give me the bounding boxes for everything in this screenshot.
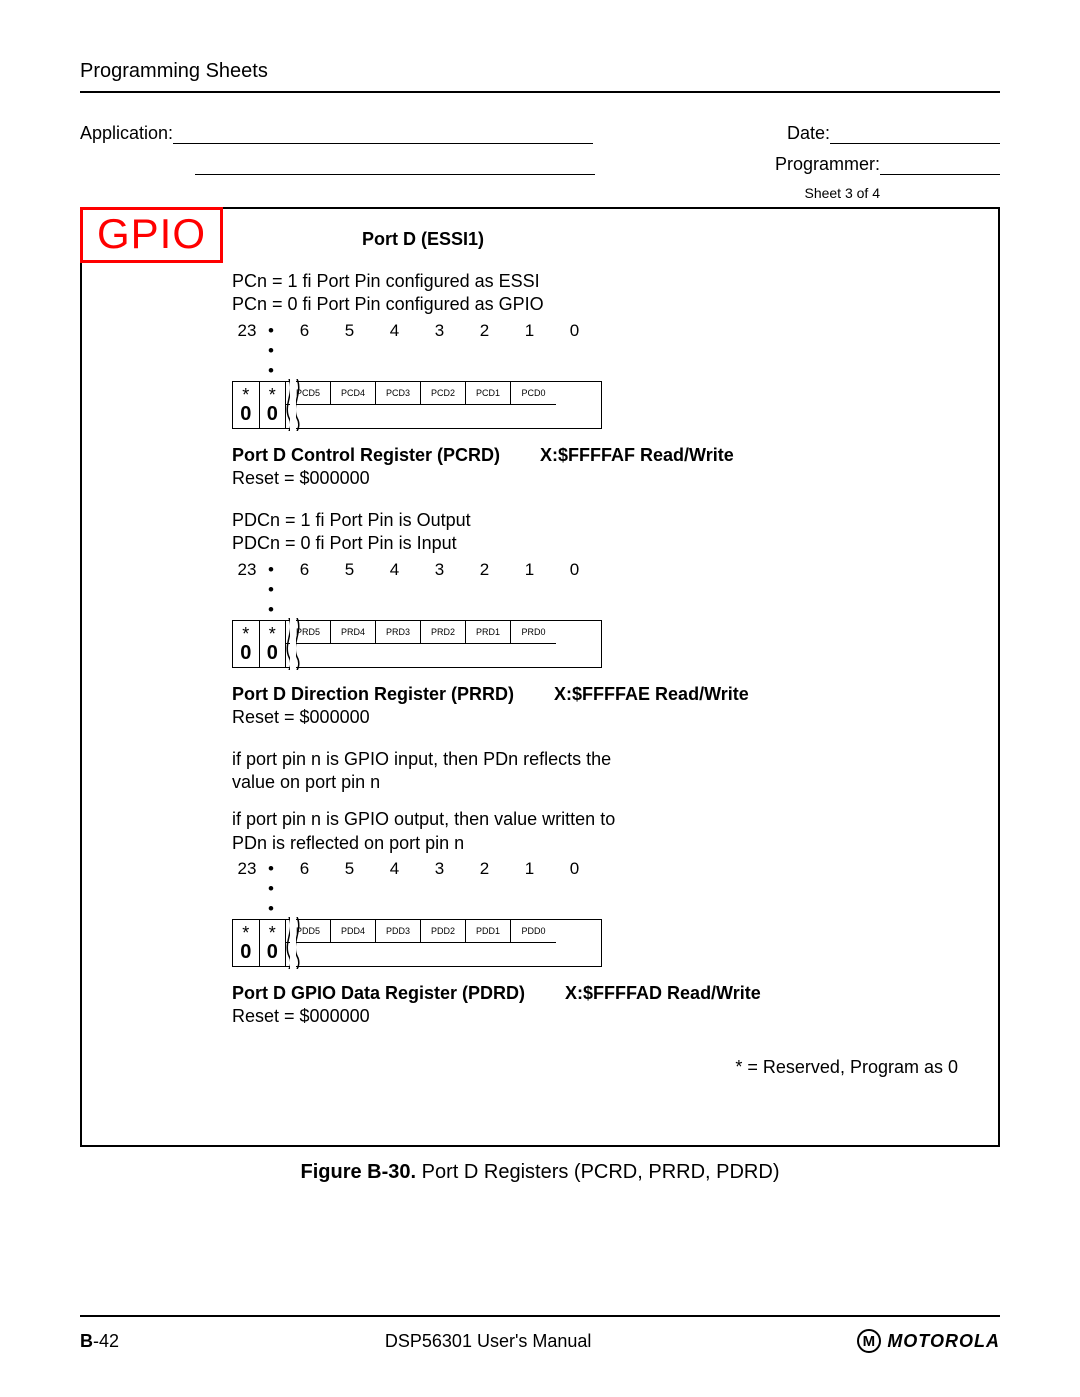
bit-cell: PDD5 bbox=[286, 920, 331, 943]
footer-page-num: -42 bbox=[93, 1331, 119, 1351]
application-line bbox=[173, 143, 593, 144]
bit-cell: PRD0 bbox=[511, 621, 556, 644]
programmer-label: Programmer: bbox=[775, 154, 880, 175]
date-line bbox=[830, 143, 1000, 144]
motorola-text: MOTOROLA bbox=[887, 1331, 1000, 1352]
programmer-line bbox=[880, 174, 1000, 175]
page-footer: B-42 DSP56301 User's Manual M MOTOROLA bbox=[80, 1315, 1000, 1353]
bit-cell: PCD3 bbox=[376, 382, 421, 405]
bit-cell: PRD4 bbox=[331, 621, 376, 644]
form-row-2: Programmer: bbox=[80, 154, 1000, 175]
header-rule bbox=[80, 91, 1000, 93]
bit-cell: PCD1 bbox=[466, 382, 511, 405]
reserved-cell: *0 bbox=[233, 621, 260, 667]
register-name: Port D Direction Register (PRRD) bbox=[232, 684, 514, 705]
bit-cell: PRD3 bbox=[376, 621, 421, 644]
register-table: *0*0PCD5PCD4PCD3PCD2PCD1PCD0 bbox=[232, 381, 602, 429]
bit-number-row: 23• • •6543210 bbox=[232, 560, 968, 620]
footer-center: DSP56301 User's Manual bbox=[385, 1331, 592, 1352]
bit-cell: PCD0 bbox=[511, 382, 556, 405]
reserved-cell: *0 bbox=[260, 382, 287, 428]
date-label: Date: bbox=[787, 123, 830, 144]
bit-cell: PDD2 bbox=[421, 920, 466, 943]
bit-number-row: 23• • •6543210 bbox=[232, 859, 968, 919]
bit-cell: PCD2 bbox=[421, 382, 466, 405]
register-name: Port D Control Register (PCRD) bbox=[232, 445, 500, 466]
register-description: if port pin n is GPIO input, then PDn re… bbox=[232, 748, 968, 856]
bit-cell: PDD4 bbox=[331, 920, 376, 943]
figure-number: Figure B-30. bbox=[301, 1161, 417, 1183]
register-reset: Reset = $000000 bbox=[232, 707, 968, 728]
register-label-row: Port D GPIO Data Register (PDRD) X:$FFFFA… bbox=[232, 983, 968, 1004]
bit-cell: PDD3 bbox=[376, 920, 421, 943]
register-address: X:$FFFFAE Read/Write bbox=[554, 684, 749, 705]
reserved-cell: *0 bbox=[233, 920, 260, 966]
register-description: PDCn = 1 fi Port Pin is OutputPDCn = 0 f… bbox=[232, 509, 968, 556]
register-address: X:$FFFFAF Read/Write bbox=[540, 445, 734, 466]
reserved-cell: *0 bbox=[233, 382, 260, 428]
footer-page: B-42 bbox=[80, 1331, 119, 1352]
bit-cell: PRD1 bbox=[466, 621, 511, 644]
footer-page-b: B bbox=[80, 1331, 93, 1351]
register-table: *0*0PRD5PRD4PRD3PRD2PRD1PRD0 bbox=[232, 620, 602, 668]
footer-logo: M MOTOROLA bbox=[857, 1329, 1000, 1353]
register-label-row: Port D Direction Register (PRRD) X:$FFFFA… bbox=[232, 684, 968, 705]
gpio-badge: GPIO bbox=[80, 207, 223, 263]
main-diagram-box: GPIO Port D (ESSI1) PCn = 1 fi Port Pin … bbox=[80, 207, 1000, 1147]
reserved-cell: *0 bbox=[260, 621, 287, 667]
form-row-1: Application: Date: bbox=[80, 123, 1000, 144]
motorola-icon: M bbox=[857, 1329, 881, 1353]
bit-number-row: 23• • •6543210 bbox=[232, 321, 968, 381]
bit-cell: PRD5 bbox=[286, 621, 331, 644]
bit-cell: PCD4 bbox=[331, 382, 376, 405]
bit-cell: PDD1 bbox=[466, 920, 511, 943]
figure-caption: Figure B-30. Port D Registers (PCRD, PRR… bbox=[80, 1161, 1000, 1184]
mid-line bbox=[195, 174, 595, 175]
register-address: X:$FFFFAD Read/Write bbox=[565, 983, 761, 1004]
reserved-cell: *0 bbox=[260, 920, 287, 966]
application-label: Application: bbox=[80, 123, 173, 144]
register-reset: Reset = $000000 bbox=[232, 468, 968, 489]
reserved-legend: * = Reserved, Program as 0 bbox=[112, 1057, 958, 1078]
bit-cell: PDD0 bbox=[511, 920, 556, 943]
port-title: Port D (ESSI1) bbox=[362, 229, 968, 250]
register-table: *0*0PDD5PDD4PDD3PDD2PDD1PDD0 bbox=[232, 919, 602, 967]
bit-cell: PCD5 bbox=[286, 382, 331, 405]
register-reset: Reset = $000000 bbox=[232, 1006, 968, 1027]
bit-cell: PRD2 bbox=[421, 621, 466, 644]
sheet-info: Sheet 3 of 4 bbox=[80, 185, 880, 201]
register-label-row: Port D Control Register (PCRD) X:$FFFFAF … bbox=[232, 445, 968, 466]
register-description: PCn = 1 fi Port Pin configured as ESSIPC… bbox=[232, 270, 968, 317]
page-header: Programming Sheets bbox=[80, 60, 1000, 83]
register-name: Port D GPIO Data Register (PDRD) bbox=[232, 983, 525, 1004]
figure-title: Port D Registers (PCRD, PRRD, PDRD) bbox=[416, 1161, 779, 1183]
